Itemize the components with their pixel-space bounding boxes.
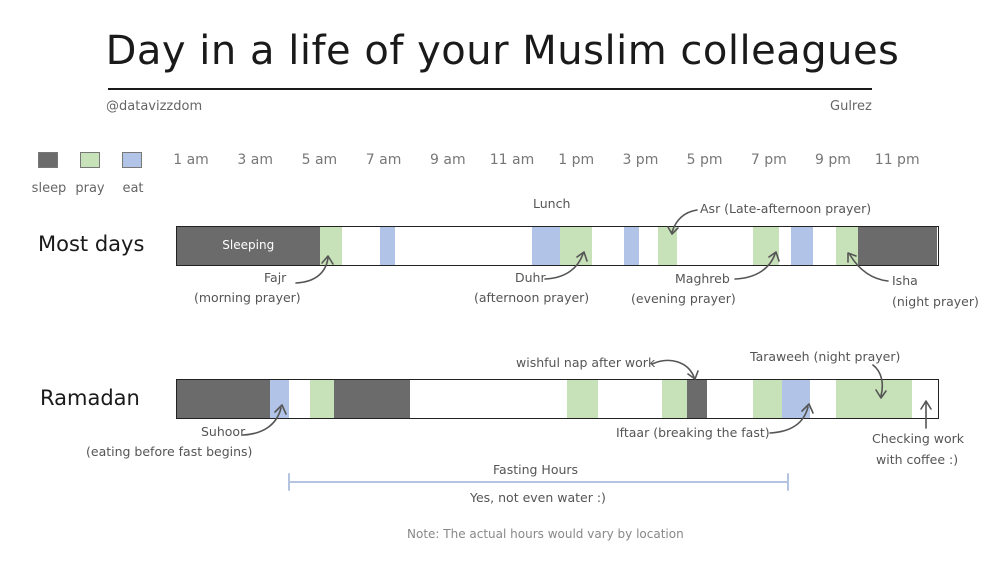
x-tick-label: 9 am: [430, 152, 466, 168]
x-tick-label: 5 am: [301, 152, 338, 168]
legend-label-sleep: sleep: [31, 181, 67, 196]
arrow-asr: [671, 209, 698, 233]
segment-eat: [781, 380, 811, 418]
arrow-duhr: [544, 253, 584, 280]
x-tick-label: 7 pm: [750, 152, 787, 168]
legend-label-eat: eat: [122, 181, 144, 196]
x-tick-label: 1 pm: [558, 152, 595, 168]
arrow-fajr: [295, 257, 329, 284]
arrow-iftaar: [769, 406, 809, 434]
legend-swatch-eat: [122, 152, 142, 168]
page-title: Day in a life of your Muslim colleagues: [105, 28, 900, 74]
row-label-ramadan: Ramadan: [40, 386, 140, 410]
annotation-asr: Asr (Late-afternoon prayer): [700, 201, 872, 216]
arrow-nap-head: [687, 370, 699, 380]
x-tick-label: 11 am: [489, 152, 535, 168]
x-tick-label: 5 pm: [686, 152, 723, 168]
title-underline: [108, 88, 872, 90]
x-tick-label: 9 pm: [815, 152, 851, 168]
segment-pray: [319, 227, 342, 265]
segment-eat: [531, 227, 561, 265]
arrow-duhr-head: [576, 251, 588, 262]
annotation-isha: Isha: [892, 273, 918, 288]
annotation-taraweeh: Taraweeh (night prayer): [750, 349, 901, 364]
arrow-asr-head: [667, 226, 679, 235]
arrow-isha: [849, 254, 889, 282]
arrow-maghreb: [734, 253, 776, 280]
annotation-duhr-desc: (afternoon prayer): [474, 290, 590, 305]
author-name: Gulrez: [830, 99, 872, 114]
author-handle: @datavizzdom: [106, 99, 203, 114]
arrow-taraweeh: [872, 364, 884, 397]
segment-sleep: [177, 380, 271, 418]
annotation-maghreb: Maghreb: [675, 271, 730, 286]
x-tick-label: 7 am: [365, 152, 402, 168]
segment-eat: [379, 227, 396, 265]
segment-pray: [310, 380, 334, 418]
segment-eat: [270, 380, 290, 418]
timeline-bar-ramadan: [176, 379, 939, 419]
annotation-nap: wishful nap after work: [516, 355, 656, 370]
segment-eat: [623, 227, 640, 265]
segment-pray: [835, 227, 858, 265]
segment-sleep: Sleeping: [177, 227, 320, 265]
arrow-taraweeh-head: [875, 389, 887, 399]
annotation-suhoor: Suhoor: [201, 424, 246, 439]
arrow-isha-head: [847, 252, 857, 263]
segment-label: Sleeping: [222, 238, 275, 252]
arrow-fajr-head: [321, 255, 334, 265]
annotation-lunch: Lunch: [533, 196, 571, 211]
arrow-suhoor-head: [274, 404, 287, 415]
x-tick-label: 11 pm: [874, 152, 920, 168]
annotation-isha-desc: (night prayer): [892, 294, 979, 309]
segment-pray: [753, 380, 782, 418]
segment-pray: [658, 227, 678, 265]
annotation-fajr-desc: (morning prayer): [194, 290, 301, 305]
segment-pray: [835, 380, 912, 418]
segment-pray: [661, 380, 687, 418]
segment-pray: [753, 227, 779, 265]
annotation-fajr: Fajr: [264, 270, 287, 285]
annotation-duhr: Duhr: [515, 270, 546, 285]
legend-swatch-sleep: [38, 152, 58, 168]
fasting-hours-subtitle: Yes, not even water :): [470, 490, 606, 505]
annotation-iftaar: Iftaar (breaking the fast): [616, 425, 770, 440]
arrow-maghreb-head: [768, 251, 780, 262]
annotation-suhoor-desc: (eating before fast begins): [86, 444, 253, 459]
arrow-suhoor: [242, 407, 282, 436]
timeline-bar-most-days: Sleeping: [176, 226, 939, 266]
segment-sleep: [333, 380, 410, 418]
x-tick-label: 3 am: [237, 152, 273, 168]
footer-note: Note: The actual hours would vary by loc…: [407, 527, 684, 541]
arrow-nap: [651, 359, 695, 378]
annotation-checking-desc: with coffee :): [876, 452, 959, 467]
x-tick-label: 1 am: [173, 152, 209, 168]
x-tick-label: 3 pm: [622, 152, 659, 168]
segment-sleep: [686, 380, 708, 418]
arrow-checking-head: [920, 400, 932, 410]
legend-label-pray: pray: [75, 181, 105, 196]
segment-sleep: [857, 227, 937, 265]
arrow-iftaar-head: [801, 403, 814, 414]
fasting-hours-title: Fasting Hours: [493, 462, 579, 477]
segment-eat: [791, 227, 814, 265]
annotation-checking: Checking work: [872, 431, 965, 446]
legend-swatch-pray: [80, 152, 100, 168]
segment-pray: [566, 380, 599, 418]
annotation-maghreb-desc: (evening prayer): [631, 291, 736, 306]
row-label-most-days: Most days: [38, 232, 145, 256]
